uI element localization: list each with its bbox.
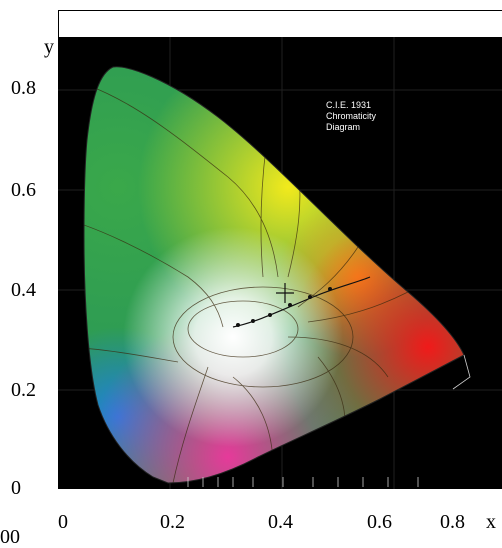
spectral-locus-outline (83, 66, 465, 484)
x-tick-0.2: 0.2 (160, 511, 185, 533)
diagram-title-line-3: Diagram (326, 122, 360, 132)
planckian-points (236, 287, 332, 327)
x-tick-0: 0 (58, 511, 68, 533)
y-tick-0.8: 0.8 (11, 77, 36, 99)
figure-top-border (58, 10, 502, 37)
y-tick-0.6: 0.6 (11, 179, 36, 201)
x-tick-0.4: 0.4 (268, 511, 293, 533)
y-axis-label: y (44, 36, 54, 58)
diagram-title: C.I.E. 1931 Chromaticity Diagram (326, 100, 377, 132)
diagram-title-line-2: Chromaticity (326, 111, 377, 121)
y-tick-0.2: 0.2 (11, 379, 36, 401)
x-axis-label: x (486, 511, 496, 533)
x-tick-0.6: 0.6 (367, 511, 392, 533)
corner-fragment: 00 (0, 526, 20, 548)
temperature-ticks (187, 477, 419, 487)
y-tick-0.4: 0.4 (11, 279, 36, 301)
origin-label: 0 (11, 477, 21, 499)
white-point-crosshair (276, 283, 294, 303)
x-tick-0.8: 0.8 (440, 511, 465, 533)
diagram-title-line-1: C.I.E. 1931 (326, 100, 371, 110)
wavelength-pointer (452, 354, 471, 390)
chromaticity-diagram: C.I.E. 1931 Chromaticity Diagram (58, 37, 502, 489)
